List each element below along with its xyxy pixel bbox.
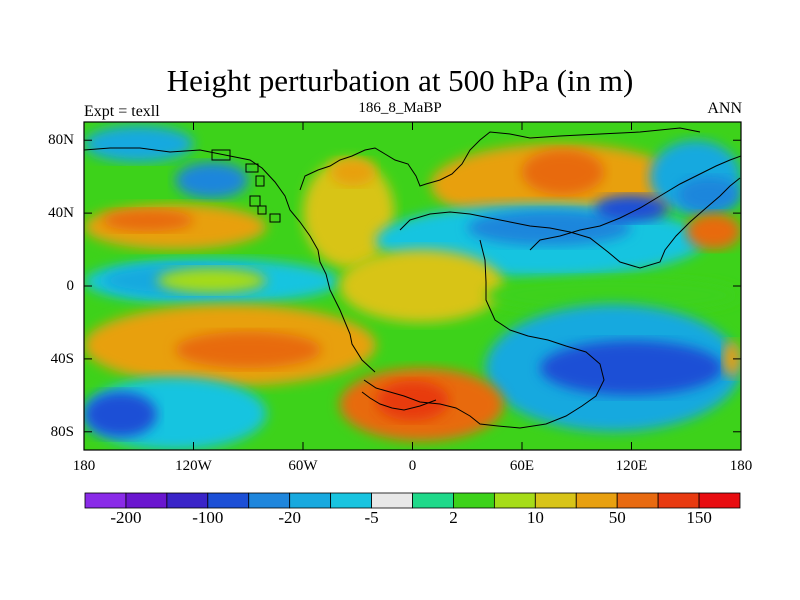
field-region	[522, 149, 605, 195]
colorbar-swatch	[575, 492, 618, 509]
coastline-north-america	[84, 147, 376, 373]
colorbar-swatch	[125, 492, 168, 509]
colorbar-swatch	[493, 492, 536, 509]
chart-subtitle: 186_8_MaBP	[358, 100, 442, 116]
colorbar-tick-label: -100	[192, 508, 224, 527]
colorbar-swatch	[453, 492, 495, 509]
coastline-antarctic-block	[361, 391, 437, 411]
field-region	[84, 125, 194, 163]
x-tick-label: 60E	[509, 458, 535, 474]
colorbar-swatch	[616, 492, 659, 509]
colorbar-tick-label: -5	[364, 508, 379, 527]
y-tick-label: 80S	[50, 423, 74, 440]
x-tick-label: 120E	[615, 458, 648, 474]
axis-ticks	[83, 122, 742, 450]
coastline-small-islands	[211, 149, 281, 223]
colorbar-tick-label: -200	[110, 508, 142, 527]
colorbar-tick-label: 50	[608, 508, 626, 527]
colorbar-swatch	[248, 492, 291, 509]
y-tick-label: 40N	[48, 205, 74, 222]
field-region	[540, 340, 723, 396]
field-region	[376, 380, 449, 421]
field-region	[175, 162, 249, 199]
field-region	[175, 331, 322, 368]
x-tick-label: 0	[408, 458, 417, 474]
y-tick-label: 0	[66, 278, 75, 294]
colorbar-swatch	[698, 492, 741, 509]
x-tick-label: 120W	[175, 458, 212, 474]
field-region	[339, 249, 504, 323]
field-region	[330, 158, 376, 186]
field-region	[677, 176, 741, 214]
coastline-south-america-africa	[363, 239, 605, 429]
colorbar-swatch	[84, 492, 127, 509]
field-region	[84, 391, 157, 438]
coastline-greenland	[299, 127, 701, 191]
x-tick-label: 180	[729, 458, 753, 474]
colorbar-swatch	[166, 492, 209, 509]
field-region	[303, 158, 395, 268]
y-tick-label: 40S	[50, 350, 74, 367]
colorbar-swatch	[207, 492, 250, 509]
x-tick-label: 60W	[288, 458, 318, 474]
field-region	[485, 276, 741, 314]
field-region	[595, 194, 668, 223]
coastlines	[84, 127, 741, 429]
colorbar-swatch	[371, 492, 413, 509]
colorbar-tick-label: 150	[686, 508, 712, 527]
colorbar-swatch	[412, 492, 454, 509]
colorbar	[84, 492, 741, 509]
experiment-label: Expt = texll	[84, 103, 160, 120]
colorbar-tick-label: 10	[526, 508, 544, 527]
colorbar-swatch	[289, 492, 332, 509]
colorbar-swatch	[330, 492, 372, 509]
field-region	[686, 213, 741, 250]
colorbar-tick-label: -20	[278, 508, 302, 527]
colorbar-swatch	[657, 492, 700, 509]
field-region	[722, 340, 741, 378]
colorbar-tick-label: 2	[449, 508, 458, 527]
x-tick-label: 180	[72, 458, 96, 474]
contour-field	[84, 122, 741, 450]
season-label: ANN	[707, 100, 742, 117]
coastline-eurasia	[399, 177, 741, 269]
y-tick-label: 80N	[48, 132, 74, 149]
field-region	[157, 267, 267, 294]
chart-title: Height perturbation at 500 hPa (in m)	[166, 63, 634, 98]
field-region	[102, 209, 194, 232]
coastline-asia-east	[529, 155, 741, 251]
colorbar-swatch	[534, 492, 577, 509]
